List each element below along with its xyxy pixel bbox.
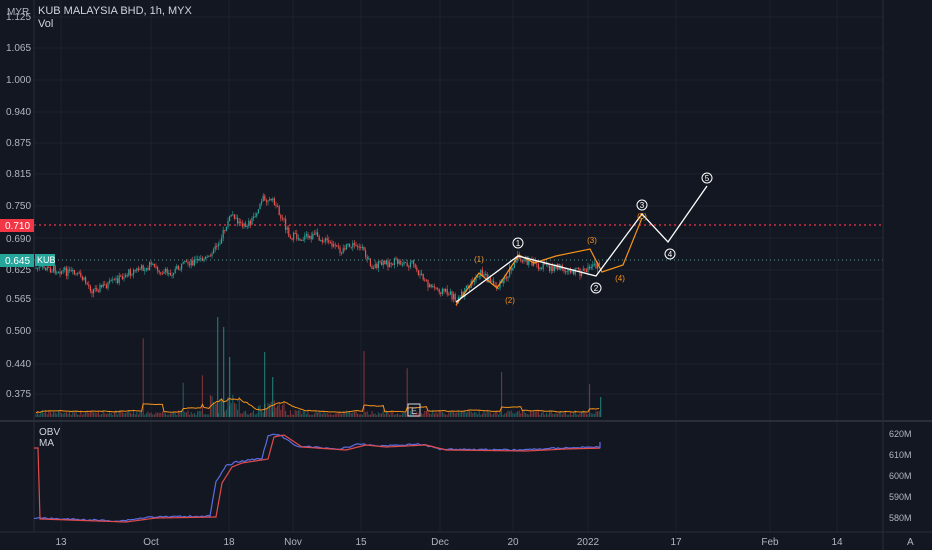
- orange-wave-4-label: (4): [615, 274, 625, 283]
- earnings-marker[interactable]: [407, 403, 421, 417]
- price-tick: 0.500: [6, 326, 31, 337]
- obv-line: [33, 433, 601, 523]
- obv-tick: 610M: [889, 450, 912, 460]
- symbol-tag-badge: [35, 254, 55, 266]
- time-tick: 13: [55, 537, 67, 548]
- obv-tick: 590M: [889, 492, 912, 502]
- volume-bars: [35, 317, 602, 417]
- wave-1-label: 1: [516, 239, 521, 248]
- chart-grid: [34, 0, 883, 532]
- wave-1-circle: [512, 237, 524, 249]
- obv-tick: 580M: [889, 513, 912, 523]
- wave-2-label: 2: [594, 284, 599, 293]
- obv-tick: 620M: [889, 429, 912, 439]
- wave-4-circle: [664, 248, 676, 260]
- time-tick: Dec: [431, 537, 449, 548]
- red-level-badge: [0, 219, 34, 232]
- price-tick: 0.875: [6, 138, 31, 149]
- red-level-value: 0.710: [5, 221, 30, 232]
- orange-wave-1-label: (1): [474, 255, 484, 264]
- time-tick: 14: [831, 537, 843, 548]
- wave-4-label: 4: [668, 250, 673, 259]
- price-tick: 0.750: [6, 201, 31, 212]
- obv-ma-line: [34, 434, 601, 523]
- orange-wave-2-label: (2): [505, 296, 515, 305]
- white-wave-line: [455, 185, 708, 303]
- ma-label: MA: [39, 438, 54, 449]
- time-tick: 17: [670, 537, 682, 548]
- wave-5-circle: [701, 172, 713, 184]
- obv-tick: 600M: [889, 471, 912, 481]
- volume-label: Vol: [38, 18, 54, 30]
- time-tick: 2022: [577, 537, 600, 548]
- price-tick: 0.440: [6, 359, 31, 370]
- symbol-tag: KUB: [37, 255, 56, 265]
- volume-ma-line: [35, 397, 600, 414]
- orange-wave-5-label: (5): [637, 212, 647, 221]
- time-tick: Nov: [284, 537, 302, 548]
- wave-3-circle: [636, 199, 648, 211]
- current-price-badge: [0, 254, 34, 267]
- price-tick: 0.690: [6, 234, 31, 245]
- price-tick: 0.375: [6, 389, 31, 400]
- time-tick: 15: [355, 537, 367, 548]
- price-candles: [35, 193, 600, 307]
- orange-wave-line: [455, 217, 643, 306]
- time-tick: 18: [223, 537, 235, 548]
- wave-5-label: 5: [705, 174, 710, 183]
- chart-title: KUB MALAYSIA BHD, 1h, MYX: [38, 5, 192, 17]
- earnings-marker-label: E: [411, 406, 417, 416]
- price-tick: 0.940: [6, 107, 31, 118]
- currency-label: MYR: [7, 7, 30, 18]
- price-tick: 1.000: [6, 75, 31, 86]
- auto-scale-button[interactable]: A: [907, 537, 914, 548]
- price-tick: 1.065: [6, 43, 31, 54]
- time-tick: 20: [507, 537, 519, 548]
- time-tick: Feb: [761, 537, 779, 548]
- current-price-value: 0.645: [5, 256, 30, 267]
- price-tick: 0.815: [6, 169, 31, 180]
- wave-3-label: 3: [640, 201, 645, 210]
- price-tick: 0.565: [6, 294, 31, 305]
- obv-label: OBV: [39, 427, 61, 438]
- price-tick: 1.125: [6, 12, 31, 23]
- wave-2-circle: [590, 282, 602, 294]
- time-tick: Oct: [143, 537, 159, 548]
- orange-wave-3-label: (3): [587, 236, 597, 245]
- price-tick: 0.625: [6, 265, 31, 276]
